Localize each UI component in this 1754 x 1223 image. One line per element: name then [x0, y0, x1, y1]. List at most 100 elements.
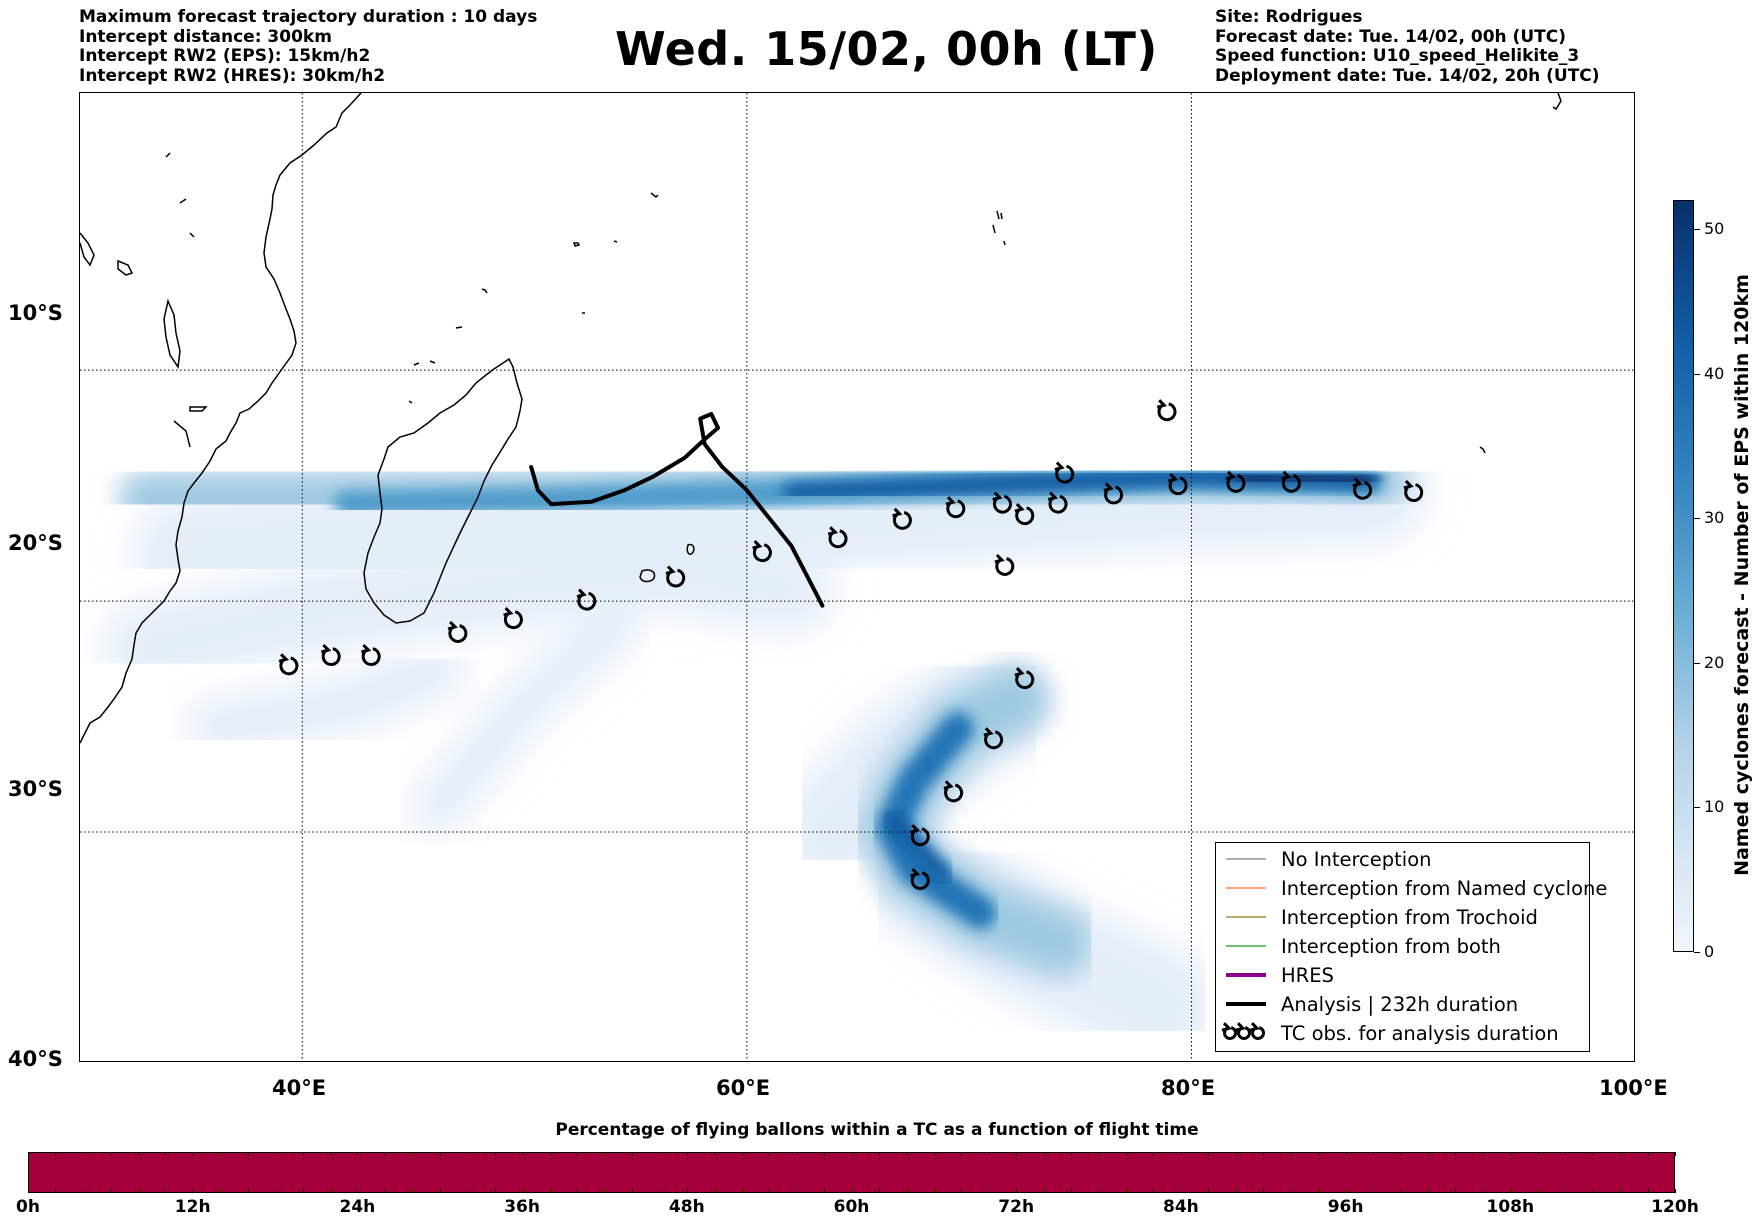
percentage-bar-tick-label: 36h: [504, 1197, 540, 1217]
tc-symbol-icon: [1352, 477, 1373, 500]
tc-symbol-icon: [665, 565, 686, 588]
percentage-bar-minor-tick: [577, 1189, 578, 1193]
legend-line-sample: [1216, 932, 1276, 960]
colorbar-tick: [1694, 952, 1700, 953]
site-info-line: Site: Rodrigues: [1215, 7, 1363, 27]
percentage-bar-minor-tick: [988, 1152, 990, 1156]
percentage-bar-minor-tick: [851, 1189, 853, 1193]
tc-symbol-icon: [983, 727, 1004, 750]
legend-label: Interception from both: [1281, 934, 1501, 958]
lake: [163, 298, 181, 370]
percentage-bar-minor-tick: [1318, 1189, 1320, 1193]
map-legend: No Interception Interception from Named …: [1215, 842, 1607, 1052]
percentage-bar-minor-tick: [467, 1189, 469, 1193]
percentage-bar-minor-tick: [55, 1152, 57, 1156]
tc-symbol-icon: [1221, 1022, 1237, 1040]
percentage-bar-minor-tick: [1647, 1152, 1649, 1156]
percentage-bar-minor-tick: [1180, 1152, 1182, 1156]
colorbar-tick-label: 50: [1704, 218, 1725, 238]
percentage-bar-minor-tick: [357, 1189, 359, 1193]
percentage-bar-minor-tick: [110, 1189, 112, 1193]
param-line: Intercept distance: 300km: [79, 26, 332, 47]
percentage-bar-minor-tick: [659, 1152, 661, 1156]
percentage-bar-minor-tick: [28, 1152, 29, 1156]
tc-symbol-icon: [752, 540, 772, 563]
percentage-bar-minor-tick: [302, 1152, 304, 1156]
percentage-bar-minor-tick: [1016, 1189, 1018, 1193]
map-canvas: [80, 93, 1634, 1061]
legend-label: HRES: [1281, 963, 1334, 987]
percentage-bar-minor-tick: [577, 1152, 578, 1156]
percentage-bar-minor-tick: [769, 1152, 771, 1156]
percentage-bar-minor-tick: [1400, 1189, 1402, 1193]
legend-item: Interception from Trochoid: [1216, 903, 1538, 931]
percentage-bar-minor-tick: [714, 1152, 716, 1156]
y-tick-label: 10°S: [8, 301, 63, 325]
percentage-bar-minor-tick: [247, 1152, 249, 1156]
colorbar-tick-label: 30: [1704, 508, 1725, 528]
density-band-peak: [1228, 469, 1377, 488]
param-line: Maximum forecast trajectory duration : 1…: [79, 7, 538, 27]
colorbar-tick: [1694, 373, 1700, 375]
tc-observations: [278, 399, 1424, 890]
tc-symbol-icon: [992, 491, 1012, 514]
percentage-bar-minor-tick: [824, 1189, 826, 1193]
percentage-bar-minor-tick: [906, 1189, 908, 1193]
tc-symbol-icon: [447, 620, 468, 643]
legend-line-sample: [1216, 990, 1276, 1018]
percentage-bar-minor-tick: [439, 1189, 441, 1193]
colorbar-tick: [1694, 807, 1700, 809]
percentage-bar-tick-label: 72h: [998, 1197, 1035, 1217]
percentage-bar-minor-tick: [275, 1152, 277, 1156]
percentage-bar-minor-tick: [1620, 1189, 1622, 1193]
legend-label: TC obs. for analysis duration: [1281, 1021, 1559, 1045]
coast-detail: [165, 152, 195, 238]
percentage-bar-minor-tick: [824, 1152, 826, 1156]
percentage-bar-minor-tick: [275, 1189, 277, 1193]
legend-item: TC obs. for analysis duration: [1216, 1019, 1559, 1047]
percentage-bar-minor-tick: [741, 1152, 743, 1156]
tc-symbol-icon: [1103, 482, 1124, 505]
percentage-bar-minor-tick: [1290, 1189, 1292, 1193]
percentage-bar-minor-tick: [933, 1189, 935, 1193]
percentage-bar-minor-tick: [1180, 1189, 1182, 1193]
legend-label: Interception from Named cyclone: [1281, 876, 1608, 900]
percentage-bar-tick-label: 84h: [1163, 1197, 1199, 1217]
africa-coastline: [80, 93, 362, 744]
percentage-bar-minor-tick: [82, 1189, 84, 1193]
colorbar-tick: [1694, 228, 1700, 230]
percentage-bar-minor-tick: [1263, 1189, 1265, 1193]
percentage-bar-minor-tick: [494, 1189, 496, 1193]
x-tick-label: 60°E: [716, 1076, 771, 1100]
page-title: Wed. 15/02, 00h (LT): [615, 22, 1158, 76]
percentage-bar-minor-tick: [494, 1152, 496, 1156]
coastlines: [80, 93, 1562, 744]
percentage-bar-minor-tick: [549, 1189, 551, 1193]
percentage-bar-minor-tick: [467, 1152, 469, 1156]
lake: [189, 406, 208, 412]
percentage-bar-minor-tick: [1592, 1189, 1594, 1193]
legend-line-sample: [1216, 903, 1276, 931]
maldives-islands: [992, 210, 1006, 246]
percentage-bar-minor-tick: [631, 1189, 633, 1193]
legend-label: Analysis | 232h duration: [1281, 992, 1519, 1016]
density-band-outer: [183, 640, 466, 759]
percentage-bar-minor-tick: [1620, 1152, 1622, 1156]
percentage-bar-minor-tick: [933, 1152, 935, 1156]
percentage-bar-minor-tick: [686, 1189, 688, 1193]
param-line: Intercept RW2 (HRES): 30km/h2: [79, 65, 386, 86]
percentage-bar-minor-tick: [1126, 1152, 1127, 1156]
percentage-bar-minor-tick: [110, 1152, 112, 1156]
tc-symbol-icon: [892, 507, 912, 530]
percentage-bar-minor-tick: [741, 1189, 743, 1193]
percentage-bar-minor-tick: [1373, 1189, 1375, 1193]
percentage-bar-minor-tick: [1208, 1189, 1210, 1193]
percentage-bar-minor-tick: [1647, 1189, 1649, 1193]
site-info-line: Forecast date: Tue. 14/02, 00h (UTC): [1215, 26, 1566, 47]
percentage-bar-minor-tick: [1153, 1152, 1155, 1156]
percentage-bar-minor-tick: [1400, 1152, 1402, 1156]
tc-symbol-icon: [1403, 479, 1424, 502]
percentage-bar-minor-tick: [988, 1189, 990, 1193]
percentage-bar-minor-tick: [329, 1152, 331, 1156]
x-tick-label: 40°E: [272, 1076, 327, 1100]
